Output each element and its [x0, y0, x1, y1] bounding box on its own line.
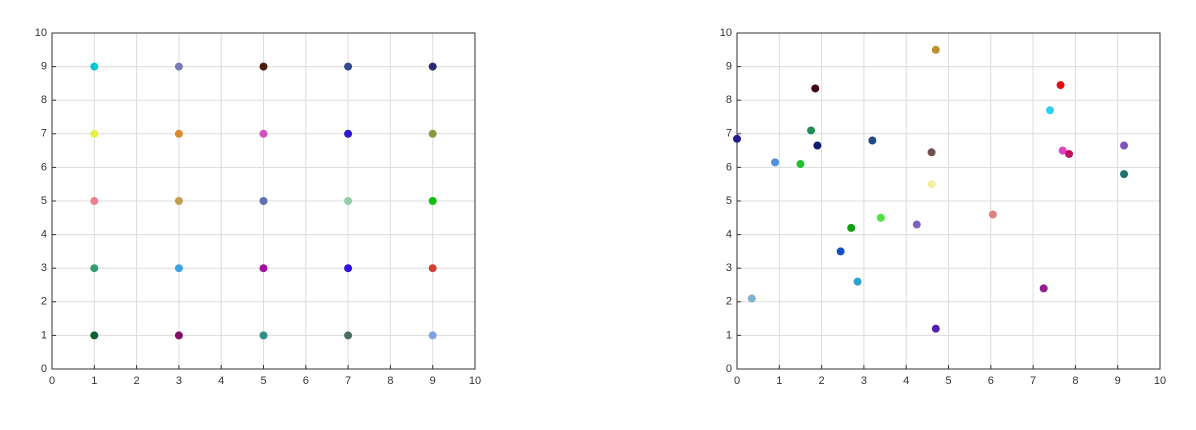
- point: [747, 294, 756, 303]
- y-tick-label: 2: [41, 296, 47, 308]
- point: [1039, 284, 1048, 293]
- y-tick-label: 8: [726, 94, 732, 106]
- point: [259, 197, 268, 205]
- point: [174, 129, 183, 138]
- point: [174, 331, 183, 340]
- y-tick-label: 1: [41, 329, 47, 341]
- point: [90, 62, 99, 71]
- x-tick-label: 8: [387, 375, 393, 387]
- y-tick-label: 4: [726, 229, 732, 241]
- point: [174, 264, 183, 273]
- x-tick-label: 3: [861, 375, 867, 387]
- point: [807, 126, 816, 135]
- x-tick-label: 10: [469, 375, 481, 387]
- y-tick-label: 0: [41, 363, 47, 375]
- point: [428, 331, 437, 340]
- x-tick-label: 4: [218, 375, 224, 387]
- axes-box: [51, 32, 476, 370]
- x-tick-label: 9: [1115, 375, 1121, 387]
- point: [344, 62, 353, 71]
- y-tick-label: 4: [41, 229, 47, 241]
- y-tick-label: 1: [726, 329, 732, 341]
- point: [771, 158, 780, 167]
- y-tick-label: 8: [41, 94, 47, 106]
- point: [853, 277, 862, 286]
- x-tick-label: 2: [819, 375, 825, 387]
- x-tick-label: 1: [776, 375, 782, 387]
- point: [90, 264, 99, 273]
- y-tick-label: 10: [720, 27, 732, 39]
- y-tick-label: 9: [726, 61, 732, 73]
- point: [428, 62, 437, 71]
- point: [428, 129, 437, 138]
- point: [1056, 81, 1065, 90]
- point: [90, 129, 99, 138]
- point: [1120, 170, 1129, 179]
- y-tick-label: 7: [726, 128, 732, 140]
- point: [344, 264, 353, 273]
- y-tick-label: 5: [726, 195, 732, 207]
- point: [836, 247, 845, 256]
- x-tick-label: 7: [1030, 375, 1036, 387]
- point: [259, 331, 268, 340]
- x-tick-label: 6: [988, 375, 994, 387]
- point: [927, 180, 936, 189]
- y-tick-label: 9: [41, 61, 47, 73]
- point: [90, 197, 99, 205]
- point: [428, 197, 437, 205]
- point: [1058, 146, 1067, 155]
- point: [927, 148, 936, 157]
- point: [988, 210, 997, 219]
- point: [344, 129, 353, 138]
- point: [174, 197, 183, 205]
- x-tick-label: 0: [49, 375, 55, 387]
- x-tick-label: 3: [176, 375, 182, 387]
- point: [1046, 106, 1055, 115]
- y-tick-label: 6: [41, 161, 47, 173]
- point: [847, 223, 856, 232]
- x-tick-label: 4: [903, 375, 909, 387]
- point: [931, 45, 940, 54]
- axes-box: [736, 32, 1161, 370]
- point: [912, 220, 921, 229]
- point: [931, 324, 940, 333]
- x-tick-label: 5: [945, 375, 951, 387]
- point: [1120, 141, 1129, 150]
- point: [259, 264, 268, 273]
- y-tick-label: 6: [726, 161, 732, 173]
- point: [868, 136, 877, 145]
- point: [876, 213, 885, 222]
- x-tick-label: 6: [303, 375, 309, 387]
- point: [1065, 149, 1074, 158]
- point: [733, 134, 741, 143]
- y-tick-label: 7: [41, 128, 47, 140]
- point: [344, 331, 353, 340]
- x-tick-label: 10: [1154, 375, 1166, 387]
- point: [796, 160, 805, 169]
- x-tick-label: 9: [430, 375, 436, 387]
- y-tick-label: 3: [726, 262, 732, 274]
- y-tick-label: 10: [35, 27, 47, 39]
- y-tick-label: 5: [41, 195, 47, 207]
- point: [813, 141, 822, 150]
- point: [344, 197, 353, 205]
- point: [259, 129, 268, 138]
- x-tick-label: 0: [734, 375, 740, 387]
- x-tick-label: 5: [260, 375, 266, 387]
- y-tick-label: 0: [726, 363, 732, 375]
- point: [174, 62, 183, 71]
- x-tick-label: 8: [1072, 375, 1078, 387]
- x-tick-label: 7: [345, 375, 351, 387]
- y-tick-label: 2: [726, 296, 732, 308]
- y-tick-label: 3: [41, 262, 47, 274]
- point: [811, 84, 820, 93]
- point: [428, 264, 437, 273]
- point: [259, 62, 268, 71]
- point: [90, 331, 99, 340]
- x-tick-label: 2: [134, 375, 140, 387]
- x-tick-label: 1: [91, 375, 97, 387]
